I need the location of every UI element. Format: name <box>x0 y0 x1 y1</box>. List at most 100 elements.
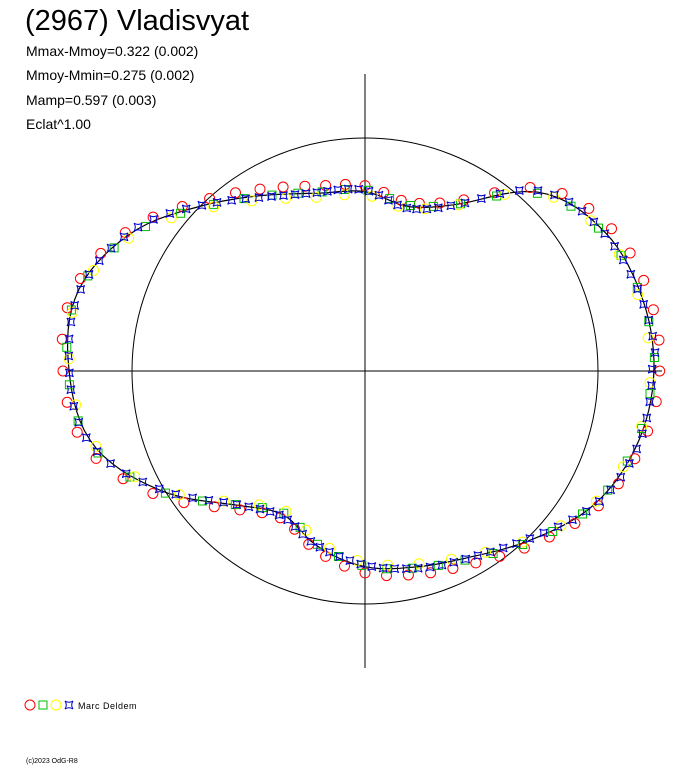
data-point <box>577 206 587 216</box>
data-point <box>626 269 636 279</box>
data-point <box>412 204 421 214</box>
data-point <box>165 209 175 218</box>
data-point <box>66 385 76 395</box>
data-point <box>277 181 289 193</box>
data-point <box>593 500 604 512</box>
data-point <box>449 557 459 567</box>
data-point <box>70 300 80 310</box>
data-point <box>434 197 446 209</box>
data-point <box>636 421 648 432</box>
data-point <box>149 214 158 224</box>
data-point <box>437 560 447 570</box>
data-point <box>589 217 599 227</box>
data-point <box>64 351 74 361</box>
data-point <box>84 270 94 279</box>
data-point <box>154 484 164 494</box>
data-point <box>67 306 78 318</box>
data-point <box>123 232 135 244</box>
data-point <box>390 564 400 574</box>
data-point <box>267 192 276 201</box>
data-point <box>92 447 102 456</box>
data-point <box>81 433 91 443</box>
data-point <box>71 426 83 438</box>
data-point <box>325 547 334 557</box>
data-point <box>653 334 665 346</box>
data-point <box>419 203 431 215</box>
data-point <box>147 488 159 499</box>
data-point <box>647 364 657 374</box>
data-point <box>253 499 265 511</box>
data-point <box>160 488 170 498</box>
data-point <box>279 508 289 518</box>
data-point <box>548 527 558 536</box>
data-point <box>413 563 423 573</box>
data-point <box>241 194 251 204</box>
data-point <box>274 510 284 520</box>
data-point <box>378 563 388 573</box>
data-point <box>446 201 456 211</box>
data-point <box>218 495 230 507</box>
data-point <box>392 200 404 212</box>
data-point <box>265 507 275 516</box>
data-point <box>230 187 241 199</box>
data-point <box>618 255 628 265</box>
data-point <box>119 227 131 239</box>
data-point <box>290 190 300 199</box>
data-point <box>566 201 576 211</box>
data-point <box>533 186 543 196</box>
data-point <box>106 459 116 469</box>
data-point <box>322 186 332 196</box>
data-point <box>76 285 86 294</box>
series-2-square-points <box>62 185 659 574</box>
data-point <box>178 497 190 509</box>
data-point <box>638 274 650 286</box>
legend-symbols <box>24 699 74 711</box>
data-point <box>639 299 649 309</box>
data-point <box>244 502 254 512</box>
data-point <box>227 195 237 205</box>
data-point <box>425 562 435 572</box>
data-point <box>485 547 495 557</box>
data-point <box>90 452 102 464</box>
data-point <box>494 550 506 562</box>
data-point <box>254 183 266 195</box>
data-point <box>74 417 84 427</box>
data-point <box>279 191 288 200</box>
data-point <box>90 440 102 452</box>
data-point <box>173 489 185 501</box>
data-point <box>543 531 555 543</box>
data-point <box>613 248 625 260</box>
data-point <box>637 424 647 433</box>
data-point <box>232 500 242 510</box>
data-point <box>64 334 74 344</box>
data-point <box>395 194 407 206</box>
data-point <box>56 333 68 345</box>
data-point <box>88 264 99 276</box>
series-4-star-points <box>64 184 660 574</box>
data-point <box>616 472 626 482</box>
series-3-circle-points <box>63 188 656 571</box>
data-point <box>553 522 563 532</box>
data-point <box>422 204 432 214</box>
data-point <box>57 365 69 377</box>
data-point <box>649 353 659 362</box>
data-point <box>425 567 437 579</box>
observation-points <box>56 178 666 582</box>
series-1-circle-points <box>56 178 666 582</box>
data-point <box>606 223 617 235</box>
data-point <box>581 506 591 516</box>
data-point <box>280 505 292 517</box>
data-point <box>645 397 655 407</box>
data-point <box>473 551 483 560</box>
data-point <box>106 243 116 253</box>
data-point <box>61 396 73 408</box>
data-point <box>212 197 222 207</box>
data-point <box>66 317 76 327</box>
data-point <box>364 186 374 196</box>
legend-symbol-3 <box>50 699 62 711</box>
data-point <box>629 453 641 465</box>
data-point <box>433 203 443 213</box>
data-point <box>95 247 107 259</box>
data-point <box>338 189 350 201</box>
data-point <box>204 495 214 505</box>
